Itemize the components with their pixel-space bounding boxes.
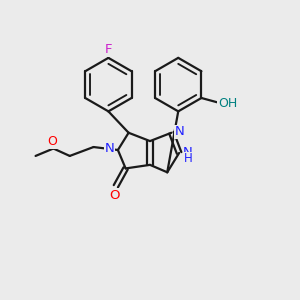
Text: H: H: [184, 152, 192, 165]
Text: OH: OH: [218, 97, 237, 110]
Text: N: N: [105, 142, 115, 155]
Text: F: F: [105, 43, 112, 56]
Text: O: O: [109, 189, 120, 202]
Text: N: N: [175, 125, 184, 138]
Text: N: N: [183, 146, 193, 160]
Text: O: O: [47, 136, 57, 148]
